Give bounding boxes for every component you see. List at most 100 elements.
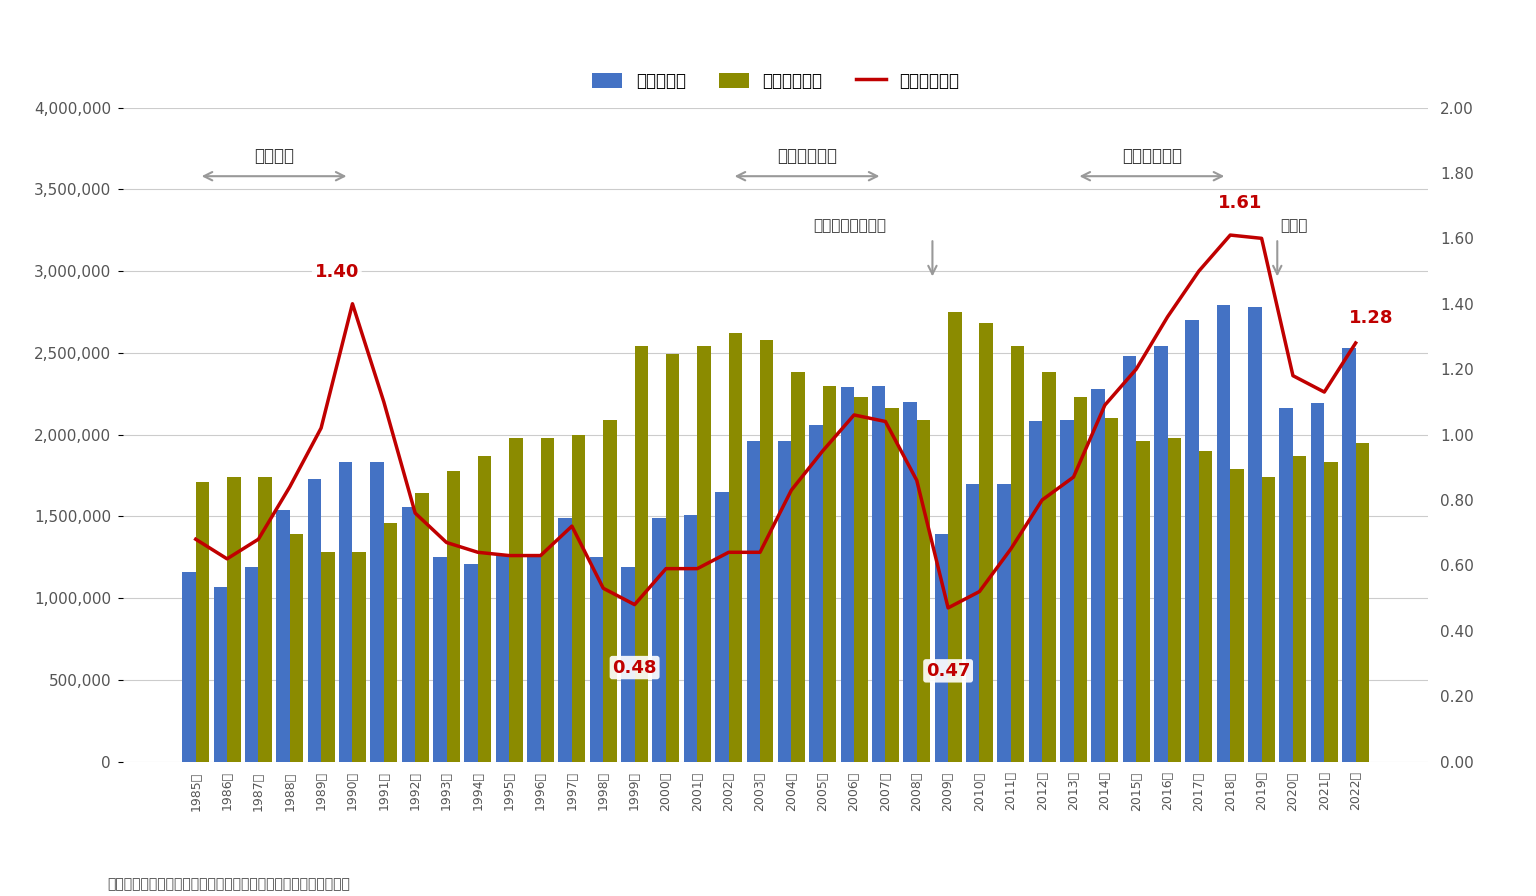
Bar [854, 397, 868, 762]
有効求人倍率 [1127, 364, 1146, 375]
Bar [559, 518, 571, 762]
有効求人倍率 [1284, 370, 1303, 381]
Bar [934, 534, 948, 762]
Bar [1137, 441, 1149, 762]
有効求人倍率 [876, 416, 894, 426]
Bar [214, 587, 227, 762]
Bar [621, 567, 634, 762]
Bar [478, 456, 492, 762]
Bar [809, 425, 823, 762]
Bar [903, 401, 917, 762]
Bar [1342, 348, 1356, 762]
Bar [604, 420, 617, 762]
Bar [227, 477, 241, 762]
Bar [1261, 477, 1275, 762]
有効求人倍率 [1190, 265, 1209, 276]
Bar [1324, 462, 1338, 762]
Bar [415, 494, 429, 762]
Bar [1356, 443, 1369, 762]
有効求人倍率 [908, 475, 926, 486]
Bar [1249, 307, 1261, 762]
Text: 1.28: 1.28 [1349, 308, 1393, 327]
Bar [195, 482, 209, 762]
有効求人倍率 [343, 298, 361, 309]
有効求人倍率 [406, 508, 424, 519]
Text: 1.40: 1.40 [315, 263, 359, 280]
Bar [464, 564, 478, 762]
Bar [321, 552, 335, 762]
Bar [966, 484, 980, 762]
Bar [948, 312, 962, 762]
有効求人倍率 [751, 547, 770, 557]
Bar [1029, 421, 1041, 762]
有効求人倍率 [249, 534, 267, 545]
有効求人倍率 [625, 599, 644, 610]
Bar [653, 518, 667, 762]
Text: アベノミクス: アベノミクス [1121, 147, 1181, 165]
Bar [1104, 418, 1118, 762]
有効求人倍率 [1252, 233, 1270, 244]
有効求人倍率 [501, 550, 519, 561]
有効求人倍率 [657, 564, 676, 574]
有効求人倍率 [594, 583, 613, 594]
Text: 0.47: 0.47 [926, 662, 971, 680]
Bar [777, 441, 791, 762]
Text: コロナ: コロナ [1281, 219, 1307, 234]
有効求人倍率 [1347, 338, 1366, 349]
Bar [1230, 469, 1244, 762]
有効求人倍率 [1001, 544, 1020, 555]
有効求人倍率 [845, 409, 863, 420]
有効求人倍率 [1221, 229, 1240, 240]
Bar [541, 438, 554, 762]
有効求人倍率 [938, 602, 957, 613]
Bar [384, 523, 398, 762]
有効求人倍率 [1032, 495, 1051, 505]
有効求人倍率 [1064, 471, 1083, 482]
Bar [1154, 346, 1167, 762]
Bar [1310, 403, 1324, 762]
Bar [885, 409, 899, 762]
有効求人倍率 [971, 586, 989, 597]
有効求人倍率 [782, 485, 800, 495]
有効求人倍率 [312, 423, 330, 434]
Bar [1293, 456, 1307, 762]
Bar [339, 462, 352, 762]
Bar [496, 556, 510, 762]
Bar [370, 462, 384, 762]
Legend: 有効求人数, 有効求職者数, 有効求人倍率: 有効求人数, 有効求職者数, 有効求人倍率 [584, 64, 968, 99]
Text: バブル期: バブル期 [253, 147, 293, 165]
Bar [1123, 356, 1137, 762]
有効求人倍率 [375, 396, 393, 407]
Text: いざなみ景気: いざなみ景気 [777, 147, 837, 165]
Bar [746, 441, 760, 762]
Bar [667, 355, 679, 762]
Bar [980, 323, 992, 762]
有効求人倍率 [438, 537, 456, 547]
Bar [447, 470, 459, 762]
Bar [1279, 409, 1293, 762]
Bar [590, 557, 604, 762]
Bar [527, 554, 541, 762]
Text: 1.61: 1.61 [1218, 194, 1263, 212]
Bar [307, 478, 321, 762]
Bar [997, 484, 1011, 762]
Bar [872, 385, 885, 762]
Text: 出典「一般職業紹介状況（職業安定業務統計）」（厚生労働省）: 出典「一般職業紹介状況（職業安定業務統計）」（厚生労働省） [108, 877, 350, 892]
Bar [1011, 346, 1025, 762]
Bar [1041, 373, 1055, 762]
Bar [917, 420, 931, 762]
Bar [840, 387, 854, 762]
有効求人倍率 [281, 481, 300, 492]
有効求人倍率 [1158, 312, 1177, 323]
Bar [1217, 306, 1230, 762]
有効求人倍率 [468, 547, 487, 557]
有効求人倍率 [531, 550, 550, 561]
Bar [258, 477, 272, 762]
Bar [760, 340, 774, 762]
有効求人倍率 [1095, 400, 1114, 410]
Bar [634, 346, 648, 762]
Bar [1186, 320, 1200, 762]
Line: 有効求人倍率: 有効求人倍率 [195, 235, 1356, 607]
Bar [402, 506, 415, 762]
Bar [244, 567, 258, 762]
